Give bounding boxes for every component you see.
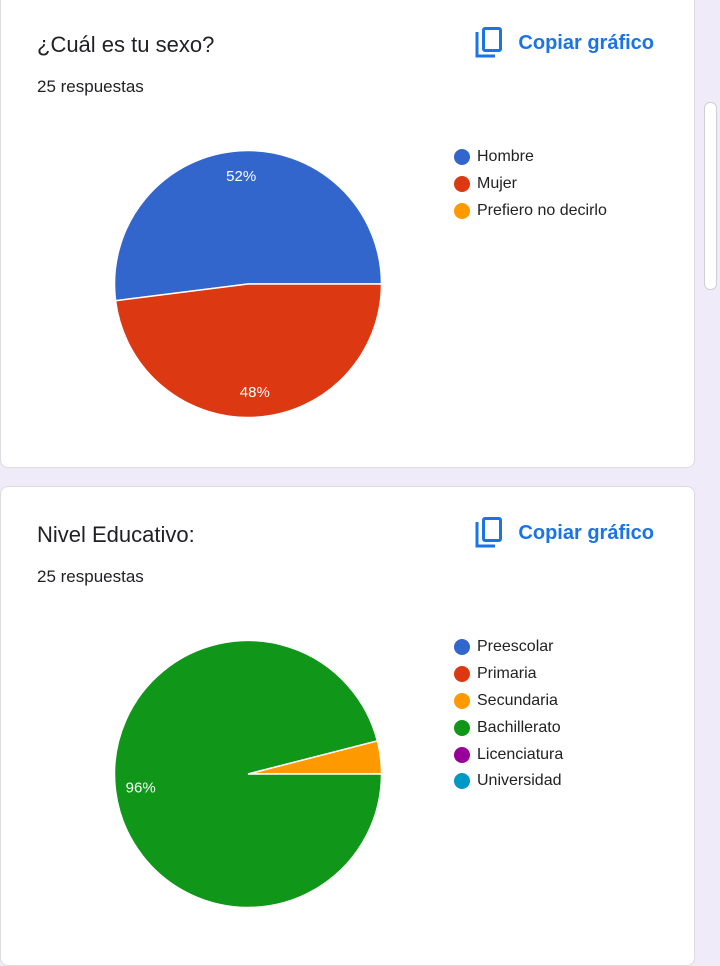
legend-label: Licenciatura	[477, 745, 564, 763]
copy-icon	[475, 517, 503, 549]
legend-label: Hombre	[477, 148, 534, 166]
question-title: Nivel Educativo:	[37, 522, 195, 547]
legend-item: Secundaria	[454, 688, 563, 715]
question-title: ¿Cuál es tu sexo?	[37, 32, 215, 57]
pie-slice-hombre[interactable]	[113, 149, 383, 302]
pie-slice-mujer[interactable]	[114, 283, 383, 419]
pie-slice-label: 48%	[240, 384, 270, 401]
question-card-sexo: ¿Cuál es tu sexo? 25 respuestas Copiar g…	[0, 0, 695, 468]
legend-swatch	[454, 176, 470, 193]
legend-label: Bachillerato	[477, 718, 561, 736]
legend-item: Universidad	[454, 768, 563, 795]
pie-slice-label: 96%	[126, 780, 156, 797]
legend-swatch	[454, 666, 470, 683]
legend-swatch	[454, 746, 470, 763]
pie-slice-label: 52%	[226, 168, 256, 185]
legend-item: Primaria	[454, 661, 563, 688]
copy-chart-button[interactable]: Copiar gráfico	[475, 517, 654, 549]
legend-swatch	[454, 202, 470, 219]
legend-swatch	[454, 773, 470, 790]
chart-legend: Preescolar Primaria Secundaria Bachillerato…	[454, 634, 563, 795]
pie-chart-nivel-educativo: 96%	[113, 639, 383, 909]
legend-item: Mujer	[454, 171, 607, 198]
legend-label: Mujer	[477, 175, 518, 193]
chart-legend: Hombre Mujer Prefiero no decirlo	[454, 144, 607, 224]
copy-chart-button[interactable]: Copiar gráfico	[475, 27, 654, 59]
pie-chart-svg: 52% 48%	[113, 149, 383, 419]
legend-item: Licenciatura	[454, 741, 563, 768]
copy-icon	[475, 27, 503, 59]
legend-label: Preescolar	[477, 638, 554, 656]
legend-swatch	[454, 639, 470, 656]
response-count: 25 respuestas	[37, 567, 144, 586]
legend-item: Preescolar	[454, 634, 563, 661]
pie-chart-svg: 96%	[113, 639, 383, 909]
scrollbar-thumb[interactable]	[704, 102, 717, 290]
copy-chart-label: Copiar gráfico	[518, 31, 654, 54]
response-count: 25 respuestas	[37, 77, 144, 96]
legend-item: Prefiero no decirlo	[454, 198, 607, 225]
legend-swatch	[454, 149, 470, 166]
copy-chart-label: Copiar gráfico	[518, 521, 654, 544]
pie-slice-bachillerato[interactable]	[113, 639, 383, 909]
scrollbar[interactable]	[702, 0, 720, 950]
legend-item: Bachillerato	[454, 714, 563, 741]
legend-label: Prefiero no decirlo	[477, 201, 607, 219]
legend-label: Secundaria	[477, 691, 558, 709]
legend-item: Hombre	[454, 144, 607, 171]
legend-label: Primaria	[477, 665, 537, 683]
legend-swatch	[454, 692, 470, 709]
legend-swatch	[454, 719, 470, 736]
question-card-nivel-educativo: Nivel Educativo: 25 respuestas Copiar gr…	[0, 486, 695, 966]
legend-label: Universidad	[477, 772, 562, 790]
pie-chart-sexo: 52% 48%	[113, 149, 383, 419]
